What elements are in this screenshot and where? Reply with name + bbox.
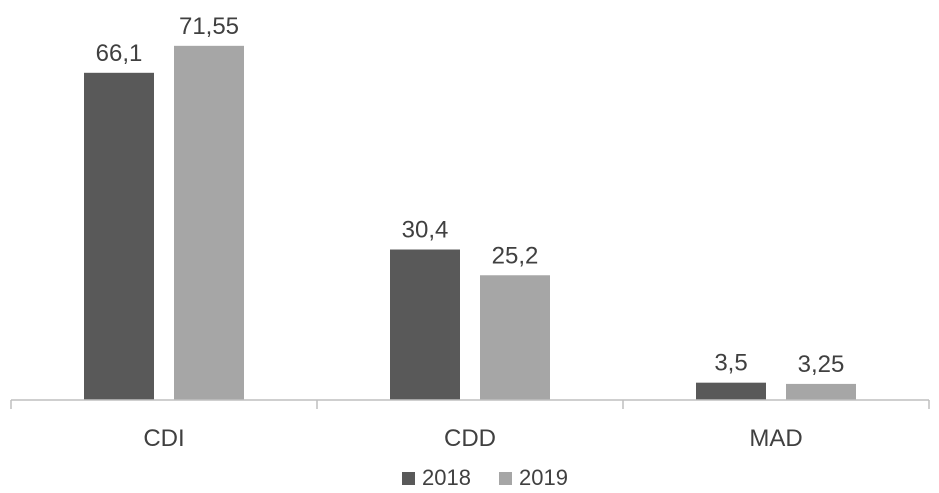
data-label-mad-2019: 3,25: [798, 351, 845, 378]
data-labels-layer: 66,1 71,55 30,4 25,2 3,5 3,25: [96, 13, 845, 378]
data-label-cdd-2018: 30,4: [402, 217, 449, 244]
x-axis-ticks: [10, 400, 930, 409]
category-label-cdd: CDD: [444, 425, 496, 452]
data-label-mad-2018: 3,5: [714, 350, 747, 377]
category-label-mad: MAD: [749, 425, 802, 452]
legend: 2018 2019: [402, 465, 568, 490]
bars-layer: [84, 45, 856, 401]
legend-label-2018: 2018: [422, 465, 471, 490]
legend-label-2019: 2019: [519, 465, 568, 490]
category-labels: CDI CDD MAD: [143, 425, 802, 452]
data-label-cdi-2019: 71,55: [179, 13, 239, 40]
bar-cdd-2019: [480, 275, 550, 400]
category-label-cdi: CDI: [143, 425, 184, 452]
bar-mad-2018: [696, 382, 766, 400]
legend-swatch-2019: [499, 472, 512, 485]
data-label-cdd-2019: 25,2: [492, 242, 539, 269]
bar-cdd-2018: [390, 249, 460, 400]
bar-cdi-2019: [174, 45, 244, 400]
legend-swatch-2018: [402, 472, 415, 485]
bar-cdi-2018: [84, 72, 154, 401]
data-label-cdi-2018: 66,1: [96, 40, 143, 67]
bar-mad-2019: [786, 383, 856, 400]
